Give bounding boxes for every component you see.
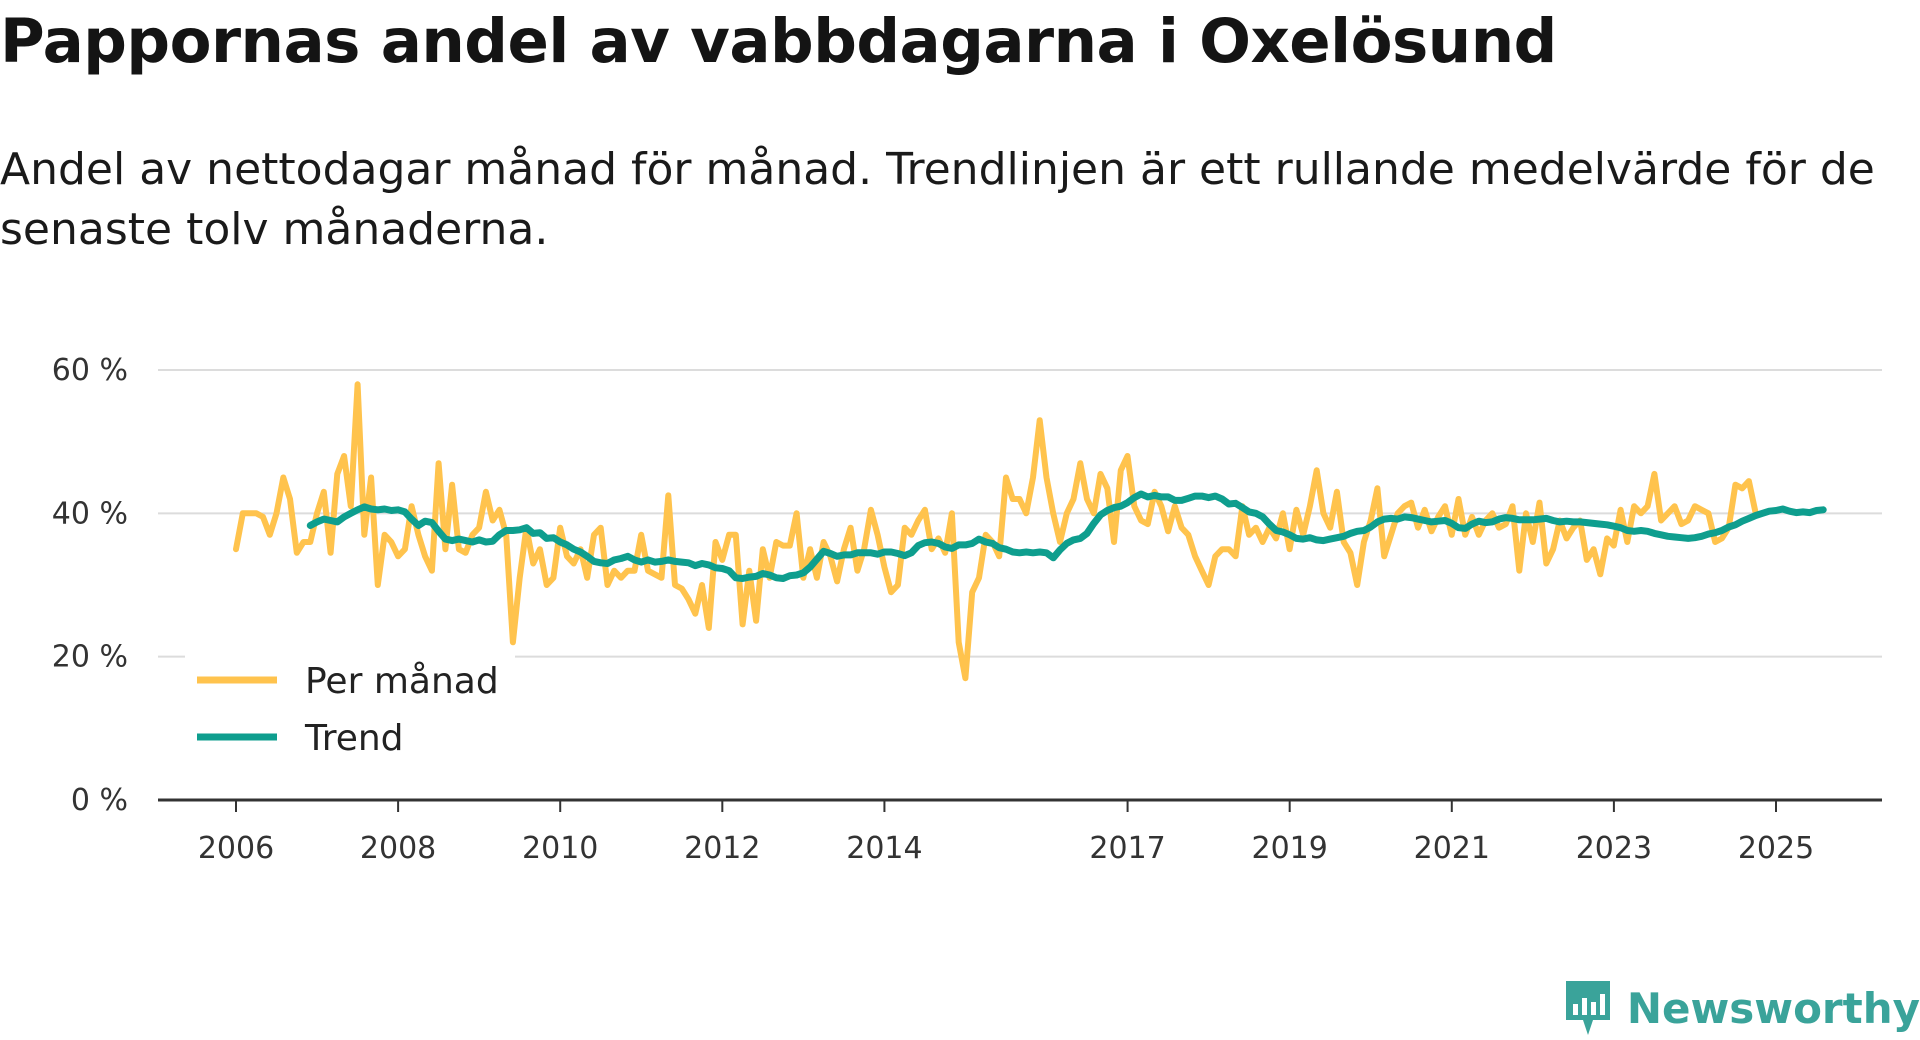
chart-subtitle: Andel av nettodagar månad för månad. Tre…: [0, 144, 1875, 255]
series-line-trend: [306, 490, 1827, 582]
y-tick-label: 60 %: [52, 353, 128, 388]
legend-label: Per månad: [305, 661, 499, 702]
x-tick-label: 2014: [846, 831, 922, 866]
x-tick-label: 2012: [684, 831, 760, 866]
brand-name: Newsworthy: [1626, 983, 1920, 1033]
y-axis: 0 % 20 % 40 % 60 %: [52, 353, 128, 818]
series-group: [233, 381, 1827, 682]
newsworthy-logo[interactable]: Newsworthy: [1563, 978, 1920, 1038]
x-tick-label: 2021: [1414, 831, 1490, 866]
legend-label: Trend: [304, 718, 404, 759]
chart-logo-icon: [1565, 981, 1610, 1035]
legend-item[interactable]: Trend: [197, 718, 404, 759]
legend[interactable]: Per månad Trend: [185, 650, 515, 770]
x-axis: 2006 2008 2010 2012 2014 2017 2019 2021 2023 2025: [158, 798, 1882, 866]
y-tick-label: 0 %: [71, 783, 128, 818]
x-tick-label: 2008: [360, 831, 436, 866]
series-line-per-manad: [233, 381, 1759, 682]
chart-title: Pappornas andel av vabbdagarna i Oxelösu…: [0, 6, 1557, 77]
x-tick-label: 2017: [1089, 831, 1165, 866]
legend-background: [185, 650, 515, 770]
x-tick-label: 2025: [1738, 831, 1814, 866]
x-tick-label: 2019: [1252, 831, 1328, 866]
legend-item[interactable]: Per månad: [197, 661, 499, 702]
y-tick-label: 20 %: [52, 640, 128, 675]
x-tick-label: 2010: [522, 831, 598, 866]
x-tick-label: 2006: [198, 831, 274, 866]
y-tick-label: 40 %: [52, 496, 128, 531]
x-tick-label: 2023: [1576, 831, 1652, 866]
